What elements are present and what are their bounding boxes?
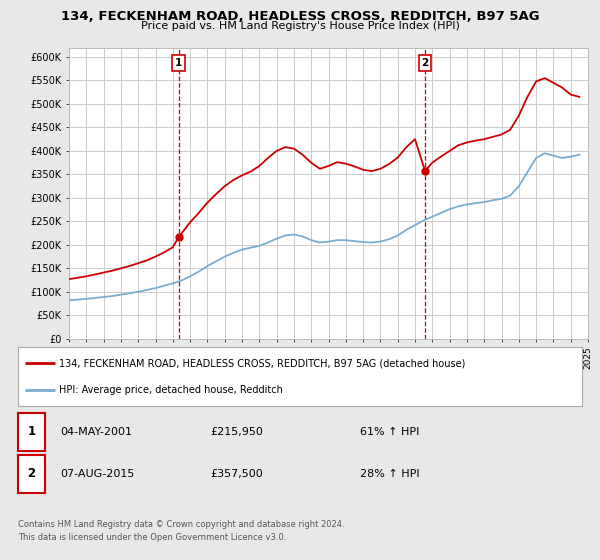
- Text: HPI: Average price, detached house, Redditch: HPI: Average price, detached house, Redd…: [59, 385, 283, 395]
- Text: 1: 1: [28, 425, 35, 438]
- Text: 1: 1: [175, 58, 182, 68]
- Text: 2: 2: [28, 467, 35, 480]
- Text: 07-AUG-2015: 07-AUG-2015: [60, 469, 134, 479]
- Text: 04-MAY-2001: 04-MAY-2001: [60, 427, 132, 437]
- Text: This data is licensed under the Open Government Licence v3.0.: This data is licensed under the Open Gov…: [18, 533, 286, 542]
- Text: 61% ↑ HPI: 61% ↑ HPI: [360, 427, 419, 437]
- Text: £215,950: £215,950: [210, 427, 263, 437]
- Text: Price paid vs. HM Land Registry's House Price Index (HPI): Price paid vs. HM Land Registry's House …: [140, 21, 460, 31]
- Text: Contains HM Land Registry data © Crown copyright and database right 2024.: Contains HM Land Registry data © Crown c…: [18, 520, 344, 529]
- Text: 134, FECKENHAM ROAD, HEADLESS CROSS, REDDITCH, B97 5AG (detached house): 134, FECKENHAM ROAD, HEADLESS CROSS, RED…: [59, 358, 465, 368]
- Text: 2: 2: [421, 58, 428, 68]
- Text: £357,500: £357,500: [210, 469, 263, 479]
- Text: 134, FECKENHAM ROAD, HEADLESS CROSS, REDDITCH, B97 5AG: 134, FECKENHAM ROAD, HEADLESS CROSS, RED…: [61, 10, 539, 23]
- Text: 28% ↑ HPI: 28% ↑ HPI: [360, 469, 419, 479]
